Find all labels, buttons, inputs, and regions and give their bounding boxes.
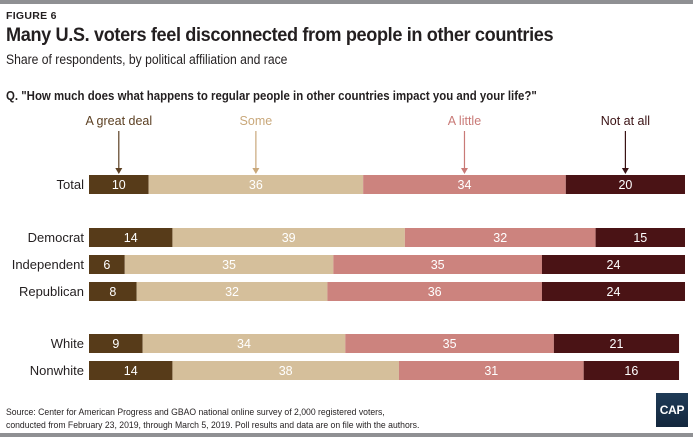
data-label-white-not-at-all: 21: [610, 337, 624, 351]
data-label-democrat-some: 39: [282, 231, 296, 245]
bar-republican-not-at-all: [541, 282, 685, 301]
bar-independent-a-great-deal: [89, 255, 125, 274]
bar-democrat-a-little: [404, 228, 596, 247]
data-label-white-some: 34: [237, 337, 251, 351]
data-label-democrat-a-great-deal: 14: [124, 231, 138, 245]
legend-arrowhead-a-little: [460, 168, 468, 174]
legend-label-a-little: A little: [448, 114, 481, 128]
data-label-republican-not-at-all: 24: [607, 285, 621, 299]
category-label-democrat: Democrat: [28, 230, 85, 245]
bar-white-not-at-all: [553, 334, 680, 353]
data-label-independent-a-little: 35: [431, 258, 445, 272]
legend-arrowhead-a-great-deal: [115, 168, 123, 174]
category-label-republican: Republican: [19, 284, 84, 299]
bar-democrat-some: [172, 228, 405, 247]
bar-white-some: [142, 334, 346, 353]
bar-total-some: [148, 175, 364, 194]
bar-white-a-little: [345, 334, 554, 353]
figure-label: FIGURE 6: [6, 10, 57, 22]
data-label-democrat-a-little: 32: [493, 231, 507, 245]
chart-title: Many U.S. voters feel disconnected from …: [6, 24, 554, 46]
bar-total-a-little: [363, 175, 566, 194]
data-label-nonwhite-a-little: 31: [484, 364, 498, 378]
data-label-nonwhite-a-great-deal: 14: [124, 364, 138, 378]
legend-label-a-great-deal: A great deal: [85, 114, 152, 128]
source-line-2: conducted from February 23, 2019, throug…: [6, 419, 420, 430]
bar-independent-some: [124, 255, 334, 274]
legend-label-not-at-all: Not at all: [601, 114, 650, 128]
bar-democrat-not-at-all: [595, 228, 685, 247]
source-line-1: Source: Center for American Progress and…: [6, 407, 385, 417]
bar-total-a-great-deal: [89, 175, 149, 194]
bar-nonwhite-a-little: [398, 361, 584, 380]
bar-total-not-at-all: [565, 175, 685, 194]
data-label-total-a-great-deal: 10: [112, 178, 126, 192]
category-label-independent: Independent: [12, 257, 85, 272]
data-label-total-not-at-all: 20: [618, 178, 632, 192]
legend-arrowhead-some: [252, 168, 260, 174]
bar-nonwhite-a-great-deal: [89, 361, 173, 380]
data-label-nonwhite-not-at-all: 16: [624, 364, 638, 378]
data-label-republican-a-little: 36: [428, 285, 442, 299]
bar-independent-a-little: [333, 255, 542, 274]
category-label-total: Total: [57, 177, 85, 192]
data-label-white-a-little: 35: [443, 337, 457, 351]
data-label-republican-some: 32: [225, 285, 239, 299]
data-label-democrat-not-at-all: 15: [633, 231, 647, 245]
legend-arrowhead-not-at-all: [621, 168, 629, 174]
legend-label-some: Some: [240, 114, 273, 128]
data-label-total-some: 36: [249, 178, 263, 192]
bar-democrat-a-great-deal: [89, 228, 173, 247]
data-label-white-a-great-deal: 9: [112, 337, 119, 351]
chart-subtitle: Share of respondents, by political affil…: [6, 52, 288, 67]
data-label-total-a-little: 34: [458, 178, 472, 192]
bar-republican-a-great-deal: [89, 282, 137, 301]
data-label-independent-a-great-deal: 6: [103, 258, 110, 272]
category-label-white: White: [51, 336, 84, 351]
bar-republican-a-little: [327, 282, 542, 301]
data-label-independent-some: 35: [222, 258, 236, 272]
bar-nonwhite-not-at-all: [583, 361, 680, 380]
survey-question: Q. "How much does what happens to regula…: [6, 88, 537, 103]
bar-white-a-great-deal: [89, 334, 143, 353]
bar-independent-not-at-all: [541, 255, 685, 274]
logo-text: CAP: [659, 403, 685, 417]
bottom-border: [0, 433, 693, 437]
stacked-bar-chart: Total 10 A great deal 36 Some 34 A little 20 Not…: [12, 114, 685, 380]
source-note: Source: Center for American Progress and…: [6, 406, 419, 431]
data-label-nonwhite-some: 38: [279, 364, 293, 378]
cap-logo: CAP: [656, 393, 688, 427]
bar-nonwhite-some: [172, 361, 399, 380]
top-border: [0, 0, 693, 4]
bar-republican-some: [136, 282, 328, 301]
data-label-independent-not-at-all: 24: [607, 258, 621, 272]
category-label-nonwhite: Nonwhite: [30, 363, 84, 378]
data-label-republican-a-great-deal: 8: [109, 285, 116, 299]
